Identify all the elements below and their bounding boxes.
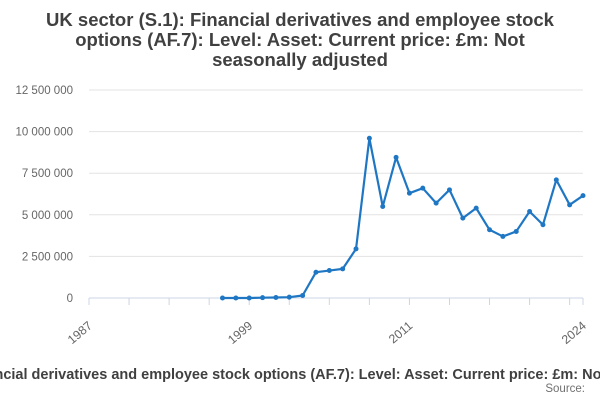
svg-text:0: 0 — [67, 293, 73, 305]
svg-text:1999: 1999 — [225, 318, 255, 346]
svg-text:7 500 000: 7 500 000 — [22, 168, 73, 180]
svg-text:10 000 000: 10 000 000 — [15, 127, 73, 139]
svg-text:1987: 1987 — [65, 318, 95, 346]
svg-text:2011: 2011 — [386, 318, 415, 346]
svg-text:12 500 000: 12 500 000 — [15, 85, 73, 97]
svg-text:2024: 2024 — [559, 318, 589, 346]
svg-text:2 500 000: 2 500 000 — [22, 251, 73, 263]
svg-text:5 000 000: 5 000 000 — [22, 210, 73, 222]
